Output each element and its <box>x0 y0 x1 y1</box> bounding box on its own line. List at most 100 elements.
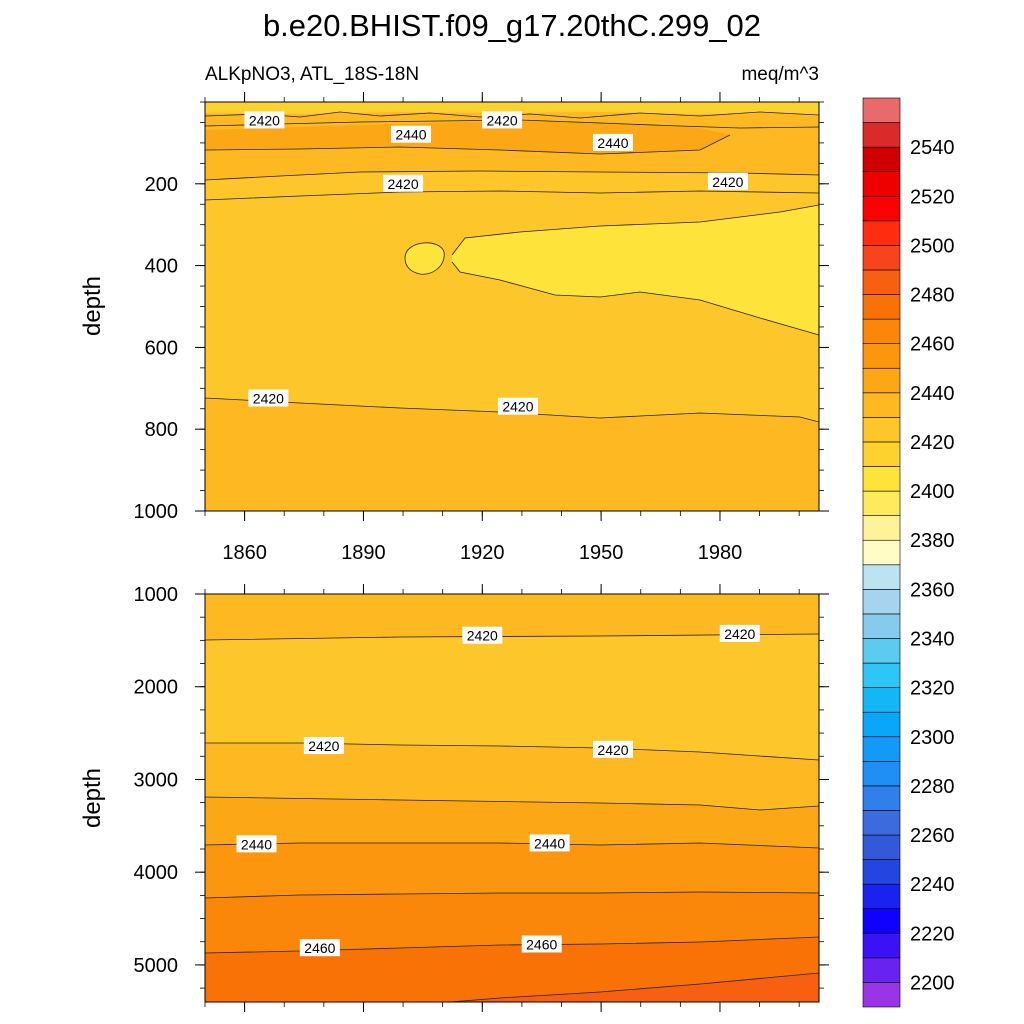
contour-label-group: 2440 <box>593 133 634 151</box>
colorbar-label: 2480 <box>910 285 955 307</box>
upper-band-surface-light <box>205 102 819 116</box>
colorbar-swatch <box>862 97 901 123</box>
contour-label-group: 2420 <box>303 737 344 755</box>
upper-contour-line <box>451 204 819 256</box>
contour-label-box <box>707 172 748 190</box>
upper-band-max <box>452 205 819 335</box>
x-tick-label: 1860 <box>222 542 267 564</box>
colorbar-label: 2260 <box>910 825 955 847</box>
contour-label-group: 2460 <box>521 935 562 953</box>
contour-label-group: 2440 <box>390 125 431 143</box>
y-tick-label: 5000 <box>134 955 179 977</box>
upper-band-deep <box>205 398 819 511</box>
colorbar-swatch <box>862 392 901 418</box>
colorbar-swatch <box>862 883 901 910</box>
y-tick-label: 4000 <box>134 862 179 884</box>
contour-label-group: 2420 <box>593 740 634 758</box>
lower-contour-line <box>205 796 819 811</box>
contour-label-box <box>529 834 570 852</box>
contour-label: 2420 <box>387 176 418 192</box>
upper-contour-labels: 2420 2440 2420 2440 2420 2420 2420 2420 <box>244 111 748 415</box>
colorbar-label: 2200 <box>910 972 955 994</box>
colorbar-label: 2360 <box>910 579 955 601</box>
colorbar-swatch <box>862 834 901 860</box>
colorbar-swatch <box>862 220 901 246</box>
colorbar-swatch <box>862 711 901 738</box>
colorbar-swatch <box>862 736 901 762</box>
colorbar: 2200 2220 2240 2260 2280 2300 2320 2340 2360 2380… <box>862 97 955 1008</box>
upper-contour-line <box>205 111 819 119</box>
colorbar-swatch <box>862 932 901 959</box>
colorbar-label: 2460 <box>910 334 955 356</box>
colorbar-swatch <box>862 245 901 271</box>
y-tick-label: 3000 <box>134 769 179 791</box>
contour-label-box <box>482 111 523 129</box>
colorbar-swatch <box>862 269 901 295</box>
y-tick-label: 600 <box>145 337 178 359</box>
contour-label-group: 2440 <box>529 834 570 852</box>
contour-label: 2440 <box>597 135 628 151</box>
units-label: meq/m^3 <box>741 64 819 85</box>
colorbar-swatch <box>862 761 901 787</box>
contour-label-box <box>299 939 340 957</box>
colorbar-swatch <box>862 539 901 566</box>
contour-label-box <box>248 389 289 407</box>
contour-label-group: 2420 <box>719 624 760 642</box>
contour-label: 2420 <box>249 112 280 128</box>
contour-label: 2420 <box>467 628 498 644</box>
colorbar-swatch <box>862 515 901 541</box>
lower-band-2450 <box>205 843 819 898</box>
contour-label-box <box>390 125 431 143</box>
colorbar-label: 2220 <box>910 923 955 945</box>
colorbar-swatch <box>862 687 901 713</box>
x-tick-label: 1920 <box>460 542 505 564</box>
colorbar-swatch <box>862 466 901 492</box>
contour-label-box <box>593 740 634 758</box>
contour-label-group: 2460 <box>299 939 340 957</box>
colorbar-label: 2380 <box>910 530 955 552</box>
upper-band-max-blob <box>405 242 445 275</box>
contour-label-box <box>462 626 503 644</box>
colorbar-swatch <box>862 564 901 590</box>
colorbar-swatch <box>862 613 901 639</box>
contour-label: 2460 <box>526 937 557 953</box>
contour-label-box <box>303 737 344 755</box>
colorbar-label: 2340 <box>910 628 955 650</box>
contour-label: 2420 <box>712 174 743 190</box>
contour-label-group: 2420 <box>462 626 503 644</box>
lower-contour-labels: 2420 2420 2420 2420 2440 2440 2460 2460 <box>236 624 760 957</box>
colorbar-swatch <box>862 294 901 320</box>
upper-contour-line <box>404 242 445 275</box>
upper-y-axis-title: depth <box>79 276 106 336</box>
y-tick-label: 1000 <box>134 501 179 523</box>
colorbar-swatch <box>862 417 901 443</box>
upper-axis: 1860 1890 1920 1950 1980 200 400 600 800 1000 <box>134 92 829 564</box>
colorbar-swatch <box>862 589 901 615</box>
colorbar-label: 2500 <box>910 235 955 257</box>
variable-label: ALKpNO3, ATL_18S-18N <box>205 64 419 85</box>
lower-y-axis-title: depth <box>79 768 106 828</box>
lower-panel-contours <box>205 594 819 1002</box>
contour-label-box <box>383 174 424 192</box>
contour-label: 2460 <box>304 940 335 956</box>
colorbar-swatch <box>862 343 901 369</box>
colorbar-label: 2420 <box>910 432 955 454</box>
y-tick-label: 800 <box>145 419 178 441</box>
contour-label: 2420 <box>487 112 518 128</box>
contour-label: 2420 <box>502 399 533 415</box>
lower-axis: 1000 2000 3000 4000 5000 <box>134 584 829 1012</box>
y-tick-label: 1000 <box>134 584 179 606</box>
colorbar-swatch <box>862 367 901 394</box>
colorbar-swatch <box>862 908 901 934</box>
colorbar-swatch <box>862 146 901 173</box>
contour-label: 2440 <box>395 127 426 143</box>
colorbar-swatch <box>862 662 901 688</box>
contour-label-group: 2420 <box>383 174 424 192</box>
lower-contour-line <box>205 842 819 849</box>
contour-label-box <box>593 133 634 151</box>
upper-contour-line <box>205 397 819 423</box>
upper-panel-contours <box>205 102 819 511</box>
contour-label-box <box>719 624 760 642</box>
colorbar-label: 2400 <box>910 481 955 503</box>
contour-label-group: 2420 <box>707 172 748 190</box>
